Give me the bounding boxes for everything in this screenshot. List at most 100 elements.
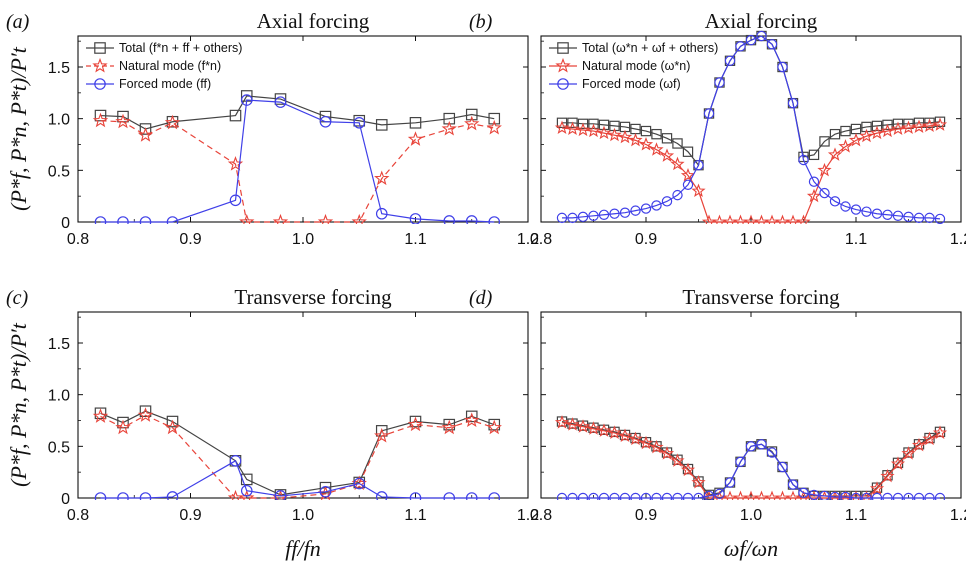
square-marker	[465, 410, 478, 423]
circle-marker	[840, 201, 851, 212]
star-marker	[680, 462, 696, 477]
circle-marker	[934, 213, 946, 224]
circle-marker	[703, 490, 715, 500]
y-tick-label: 1.0	[48, 388, 70, 405]
square-marker	[567, 117, 578, 128]
series-circle	[556, 439, 946, 500]
star-marker	[848, 132, 864, 147]
y-tick-label: 1.0	[48, 112, 70, 129]
panel-title: Transverse forcing	[682, 285, 840, 309]
panel-title: Axial forcing	[257, 9, 370, 33]
circle-marker	[353, 477, 366, 490]
circle-marker	[798, 154, 809, 166]
series-line	[100, 95, 495, 130]
circle-marker	[630, 492, 641, 500]
star-marker	[890, 121, 906, 136]
circle-marker	[651, 492, 662, 500]
panel-label: (d)	[469, 287, 493, 309]
star-marker	[628, 132, 643, 147]
star-marker	[911, 119, 927, 133]
circle-marker	[861, 206, 872, 217]
circle-marker	[724, 477, 736, 488]
series-line	[100, 410, 495, 496]
star-marker	[691, 475, 706, 489]
star-marker	[441, 419, 457, 435]
series-line	[562, 35, 941, 167]
circle-marker	[619, 207, 631, 218]
square-marker	[139, 405, 152, 417]
series-line	[100, 120, 495, 223]
x-tick-label: 1.1	[845, 231, 867, 248]
circle-marker	[777, 61, 788, 73]
circle-marker	[609, 492, 620, 500]
circle-marker	[682, 179, 694, 190]
star-marker	[272, 213, 289, 224]
circle-marker	[714, 77, 725, 88]
circle-marker	[94, 492, 107, 500]
star-marker	[575, 419, 591, 433]
star-marker	[680, 168, 696, 182]
legend-entry: Total (ω*n + ωf + others)	[582, 41, 718, 55]
square-marker	[640, 125, 652, 137]
y-tick-label: 0	[61, 491, 70, 508]
star-marker	[670, 156, 685, 171]
star-marker	[922, 118, 937, 132]
circle-marker	[465, 215, 478, 224]
circle-marker	[274, 490, 287, 500]
square-marker	[556, 117, 568, 128]
circle-marker	[577, 492, 589, 500]
y-tick-label: 0	[61, 215, 70, 232]
circle-marker	[808, 489, 820, 500]
star-marker	[617, 428, 633, 443]
panel-title: Axial forcing	[705, 9, 818, 33]
circle-marker	[609, 208, 620, 219]
circle-marker	[724, 55, 736, 67]
circle-marker	[777, 461, 788, 473]
circle-marker	[557, 78, 569, 90]
circle-marker	[229, 454, 242, 467]
x-tick-label: 1.1	[404, 507, 426, 524]
circle-marker	[139, 492, 152, 500]
circle-marker	[766, 39, 778, 50]
circle-marker	[651, 200, 662, 211]
square-marker	[934, 116, 946, 127]
star-marker	[407, 131, 424, 146]
x-tick-label: 0.8	[67, 507, 89, 524]
square-marker	[661, 133, 673, 144]
circle-marker	[661, 492, 673, 500]
circle-marker	[766, 447, 778, 458]
star-marker	[164, 114, 181, 130]
star-marker	[239, 489, 255, 500]
series-line	[561, 124, 941, 223]
circle-marker	[166, 491, 179, 500]
x-tick-label: 1.0	[292, 231, 314, 248]
star-marker	[649, 439, 664, 454]
x-tick-label: 0.9	[635, 231, 657, 248]
star-marker	[859, 128, 874, 143]
circle-marker	[850, 204, 862, 215]
circle-marker	[117, 216, 129, 224]
x-axis-label: ff/fn	[285, 536, 320, 561]
series-star	[554, 117, 948, 224]
square-marker	[240, 473, 253, 486]
star-marker	[565, 121, 580, 136]
circle-marker	[882, 492, 893, 500]
panel-a: 0.8 0.9 1.0 1.1 1.2 0 0.5 1.0 1.5 Axial forcing (a…	[6, 9, 539, 248]
y-tick-label: 0.5	[48, 439, 70, 456]
circle-marker	[850, 492, 862, 500]
circle-marker	[787, 97, 799, 109]
star-marker	[92, 112, 109, 128]
circle-marker	[693, 492, 704, 500]
square-marker	[588, 118, 599, 130]
series-square	[94, 90, 501, 135]
star-marker	[164, 419, 181, 435]
star-marker	[838, 139, 853, 153]
series-circle	[556, 30, 946, 224]
circle-marker	[735, 41, 746, 52]
circle-marker	[924, 212, 935, 224]
circle-marker	[693, 159, 704, 171]
circle-marker	[319, 485, 332, 498]
circle-marker	[756, 30, 767, 42]
panel-d: 0.8 0.9 1.0 1.1 1.2 Transverse forcing (d) ωf/ω…	[469, 285, 966, 561]
series-circle	[94, 94, 501, 224]
